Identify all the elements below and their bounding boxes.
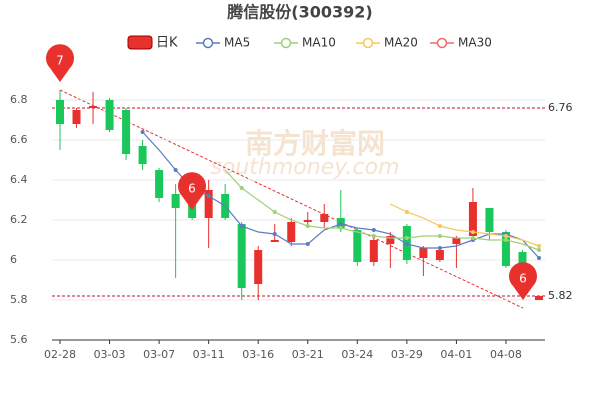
ma-point [272, 232, 277, 236]
candle-body [138, 146, 147, 164]
candle-body [435, 250, 444, 260]
legend-swatch [127, 35, 153, 50]
candle-body [303, 220, 312, 222]
ma-point [437, 224, 442, 228]
ref-label: 5.82 [548, 289, 573, 302]
candle-body [171, 194, 180, 208]
trend-line [59, 89, 524, 309]
ma-point [338, 226, 343, 230]
x-tick-label: 03-03 [94, 348, 126, 361]
candle-body [155, 170, 164, 198]
legend-label: MA10 [302, 36, 336, 50]
legend-marker [436, 37, 448, 49]
y-tick-label: 5.8 [10, 293, 28, 306]
y-tick-label: 6.2 [10, 213, 28, 226]
candle-body [468, 202, 477, 236]
ma-point [537, 256, 541, 260]
pin-label: 6 [519, 272, 527, 286]
pin [178, 172, 207, 210]
x-tick-label: 04-08 [490, 348, 522, 361]
candle-body [419, 248, 428, 258]
candle-body [237, 224, 246, 288]
y-tick-label: 6.8 [10, 93, 28, 106]
candle-body [353, 230, 362, 262]
ref-label: 6.76 [548, 101, 573, 114]
ma-line [390, 203, 540, 247]
y-tick-label: 5.6 [10, 333, 28, 346]
candle-body [386, 236, 395, 244]
pin-label: 7 [56, 54, 64, 68]
watermark-sub: southmoney.com [210, 155, 399, 180]
x-tick-label: 03-07 [143, 348, 175, 361]
ma-point [437, 234, 442, 238]
ma-point [371, 228, 376, 232]
ma-point [239, 224, 244, 228]
ma-point [503, 238, 508, 242]
ma-point [305, 242, 310, 246]
ma-point [503, 234, 508, 238]
x-tick-label: 03-11 [193, 348, 225, 361]
legend-marker [202, 37, 214, 49]
watermark: 南方财富网 [245, 127, 385, 160]
ma-point [537, 244, 541, 248]
candle-body [320, 214, 329, 222]
ma-point [470, 236, 475, 240]
legend-label: MA20 [384, 36, 418, 50]
ma-point [338, 222, 343, 226]
ma-line [224, 169, 540, 251]
candle-body [72, 110, 81, 124]
candle-body [452, 238, 461, 244]
x-tick-label: 03-24 [341, 348, 373, 361]
legend-label: MA30 [458, 36, 492, 50]
y-tick-label: 6 [10, 253, 17, 266]
candle-body [270, 240, 279, 242]
ma-point [371, 234, 376, 238]
candle-body [485, 208, 494, 232]
ma-point [173, 168, 178, 172]
candle-body [369, 240, 378, 262]
candle-body [287, 222, 296, 242]
legend-label: 日K [156, 36, 178, 51]
x-tick-label: 04-01 [440, 348, 472, 361]
ma-point [239, 186, 244, 190]
ma-point [404, 242, 409, 246]
pin [45, 44, 75, 82]
candle-body [122, 110, 131, 154]
candle-body [204, 190, 213, 218]
ma-point [470, 230, 475, 234]
x-tick-label: 02-28 [44, 348, 76, 361]
ma-point [272, 210, 277, 214]
x-tick-label: 03-16 [242, 348, 274, 361]
legend-marker [280, 37, 292, 49]
legend-label: MA5 [224, 36, 250, 50]
candle-body [254, 250, 263, 284]
candle-body [105, 100, 114, 130]
ma-point [437, 246, 442, 250]
ma-point [140, 130, 145, 134]
candle-body [56, 100, 64, 124]
pin-label: 6 [188, 182, 196, 196]
y-tick-label: 6.6 [10, 133, 28, 146]
legend-marker [362, 37, 374, 49]
ma-point [404, 210, 409, 214]
ma-point [305, 224, 310, 228]
pin [509, 262, 538, 300]
x-tick-label: 03-29 [391, 348, 423, 361]
candle-body [535, 296, 543, 300]
candle-body [518, 252, 527, 268]
chart-title: 腾信股份(300392) [227, 3, 372, 22]
x-tick-label: 03-21 [292, 348, 324, 361]
ma-point [404, 236, 409, 240]
ma-point [537, 248, 541, 252]
y-tick-label: 6.4 [10, 173, 28, 186]
candle-body [89, 106, 98, 108]
ma-point [206, 194, 211, 198]
candle-body [501, 232, 510, 266]
